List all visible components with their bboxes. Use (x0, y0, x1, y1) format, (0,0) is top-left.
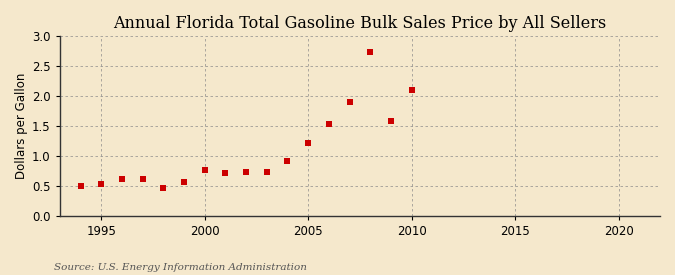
Point (303, 141, 314, 145)
Point (344, 100, 355, 104)
Point (199, 168, 210, 173)
Point (220, 171, 231, 175)
Point (179, 180, 190, 184)
Point (117, 177, 128, 182)
Point (365, 50, 376, 54)
Point (75, 184, 86, 188)
Y-axis label: Dollars per Gallon: Dollars per Gallon (15, 73, 28, 179)
Point (282, 159, 293, 164)
Point (406, 87, 417, 92)
Point (385, 119, 396, 123)
Title: Annual Florida Total Gasoline Bulk Sales Price by All Sellers: Annual Florida Total Gasoline Bulk Sales… (113, 15, 607, 32)
Point (241, 169, 252, 174)
Point (261, 169, 272, 174)
Point (323, 122, 334, 127)
Point (137, 177, 148, 182)
Point (158, 186, 169, 191)
Point (96, 182, 107, 186)
Text: Source: U.S. Energy Information Administration: Source: U.S. Energy Information Administ… (54, 263, 307, 272)
